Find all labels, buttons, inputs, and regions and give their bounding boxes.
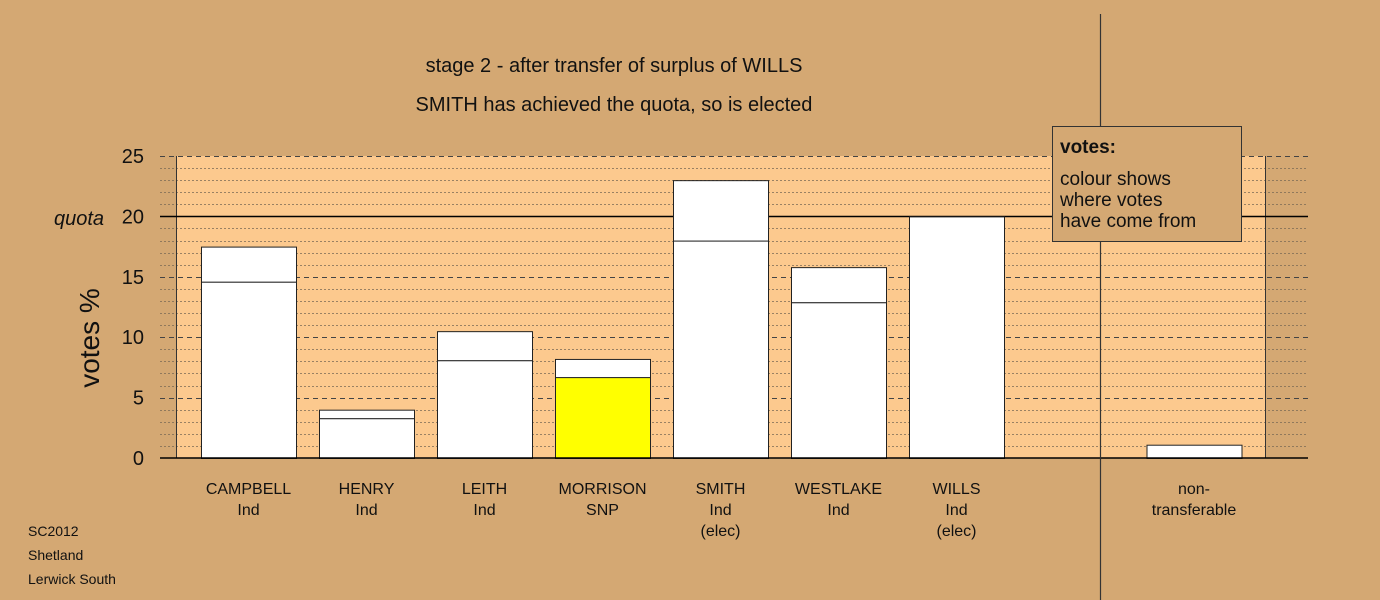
category-label: (elec): [936, 523, 976, 540]
legend-line-2: where votes: [1059, 190, 1162, 211]
category-label: LEITH: [462, 481, 507, 498]
bar-segment: [791, 302, 887, 459]
category-label: SNP: [586, 502, 619, 519]
bar-segment: [673, 180, 769, 242]
category-label: Ind: [945, 502, 967, 519]
y-tick-labels: 0 5 10 15 20 25: [122, 146, 144, 470]
y-axis-label: votes %: [74, 288, 105, 388]
source-line-2: Shetland: [28, 547, 83, 563]
quota-label: quota: [54, 208, 104, 230]
legend-title: votes:: [1060, 137, 1116, 158]
legend-line-3: have come from: [1060, 211, 1196, 232]
legend-box: votes: colour shows where votes have com…: [1052, 126, 1242, 242]
bar-segment: [555, 358, 651, 379]
bar-segment: [1146, 444, 1243, 460]
category-label: transferable: [1152, 502, 1237, 519]
category-label: Ind: [709, 502, 731, 519]
y-tick-label: 10: [122, 327, 144, 349]
legend-line-1: colour shows: [1060, 169, 1171, 190]
legend-background: [1052, 126, 1242, 242]
bar-segment: [909, 216, 1005, 459]
y-tick-label: 0: [133, 448, 144, 470]
category-label: SMITH: [696, 481, 746, 498]
category-label: non-: [1178, 481, 1210, 498]
bar-segment: [437, 360, 533, 460]
category-label: WESTLAKE: [795, 481, 882, 498]
y-tick-label: 15: [122, 267, 144, 289]
category-label: CAMPBELL: [206, 481, 291, 498]
y-tick-label: 20: [122, 206, 144, 228]
bar-segment: [791, 267, 887, 304]
bar-segment: [319, 418, 415, 459]
category-label: WILLS: [932, 481, 980, 498]
category-label: (elec): [700, 523, 740, 540]
category-label: MORRISON: [559, 481, 647, 498]
chart-title-line-1: stage 2 - after transfer of surplus of W…: [426, 55, 803, 77]
bar-segment: [673, 240, 769, 459]
source-line-1: SC2012: [28, 523, 79, 539]
source-line-3: Lerwick South: [28, 571, 116, 587]
bar-segment: [319, 409, 415, 420]
bars: [201, 180, 1243, 460]
category-label: Ind: [827, 502, 849, 519]
bar-segment: [555, 377, 651, 459]
bar-segment: [437, 331, 533, 362]
category-label: HENRY: [339, 481, 395, 498]
category-label: Ind: [355, 502, 377, 519]
y-tick-label: 25: [122, 146, 144, 168]
y-tick-label: 5: [133, 388, 144, 410]
bar-segment: [201, 281, 297, 459]
bar-segment: [201, 246, 297, 283]
category-labels: CAMPBELL Ind HENRY Ind LEITH Ind MORRISON SNP SM…: [206, 481, 1237, 540]
chart-title-line-2: SMITH has achieved the quota, so is elec…: [416, 94, 813, 116]
category-label: Ind: [237, 502, 259, 519]
category-label: Ind: [473, 502, 495, 519]
